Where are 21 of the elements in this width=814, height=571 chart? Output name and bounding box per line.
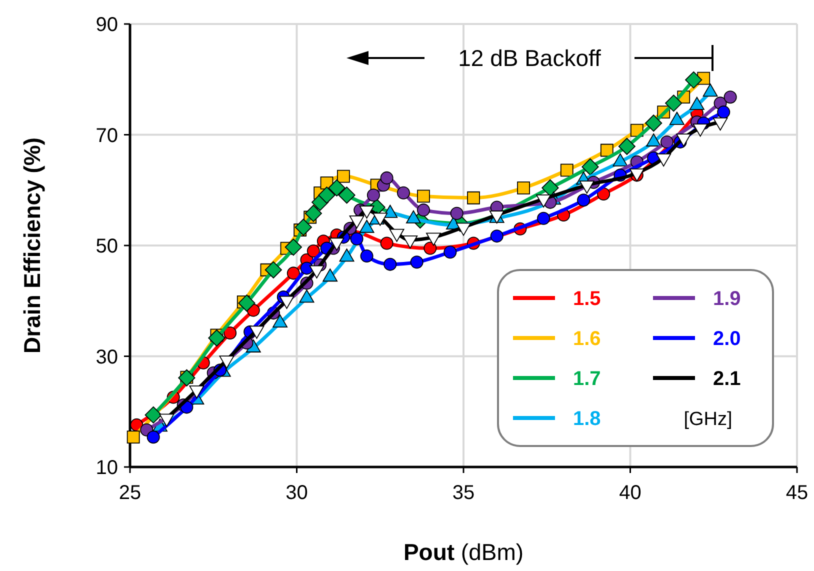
y-tick-label: 50 <box>96 236 118 258</box>
legend-label: 1.7 <box>573 368 601 390</box>
legend-label: 1.5 <box>573 288 601 310</box>
x-tick-label: 40 <box>619 482 642 504</box>
legend-label: 2.0 <box>713 328 741 350</box>
y-tick-label: 70 <box>96 124 118 147</box>
x-axis-title: Pout (dBm) <box>403 539 524 565</box>
x-tick-label: 30 <box>286 482 308 504</box>
legend-label: 1.8 <box>573 408 601 430</box>
x-tick-label: 25 <box>118 482 142 504</box>
x-tick-label: 45 <box>786 482 808 504</box>
legend-label: 2.1 <box>713 368 741 390</box>
y-tick-label: 30 <box>96 346 118 368</box>
legend-label: 1.6 <box>573 328 601 350</box>
legend-label: 1.9 <box>713 288 741 310</box>
y-tick-label: 90 <box>96 14 118 36</box>
x-tick-label: 35 <box>452 482 475 504</box>
y-axis-title: Drain Efficiency (%) <box>19 138 45 354</box>
legend-title: [GHz] <box>684 409 732 430</box>
y-tick-label: 10 <box>96 457 118 479</box>
annotation: 12 dB Backoff <box>458 45 602 71</box>
